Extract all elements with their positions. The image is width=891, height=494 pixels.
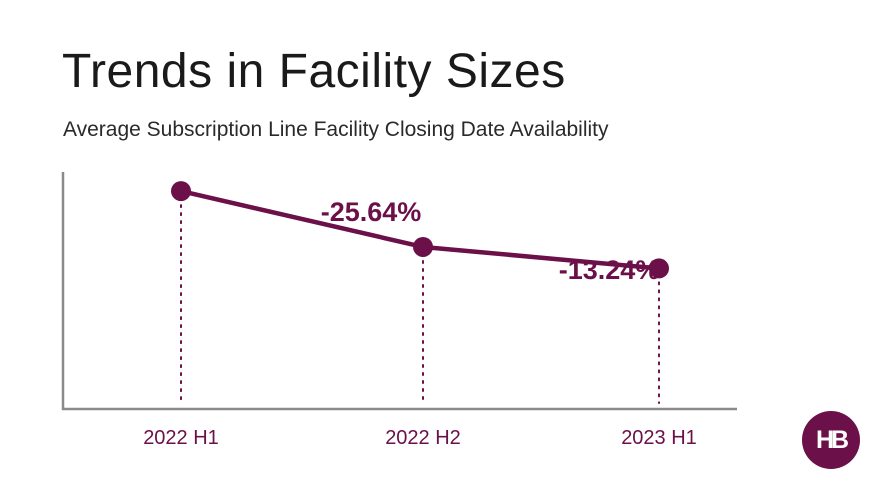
change-label: -25.64%	[321, 197, 422, 227]
data-point-2022-h1	[171, 181, 191, 202]
x-tick-label: 2023 H1	[621, 427, 697, 449]
change-label: -13.24%	[559, 255, 660, 285]
data-point-2023-h1	[649, 258, 669, 279]
x-tick-label: 2022 H1	[143, 427, 219, 449]
data-point-2022-h2	[413, 236, 433, 257]
x-tick-label: 2022 H2	[385, 427, 461, 449]
chart-title: Trends in Facility Sizes	[62, 45, 566, 98]
brand-logo: HB	[802, 411, 860, 469]
chart-subtitle: Average Subscription Line Facility Closi…	[63, 118, 609, 141]
